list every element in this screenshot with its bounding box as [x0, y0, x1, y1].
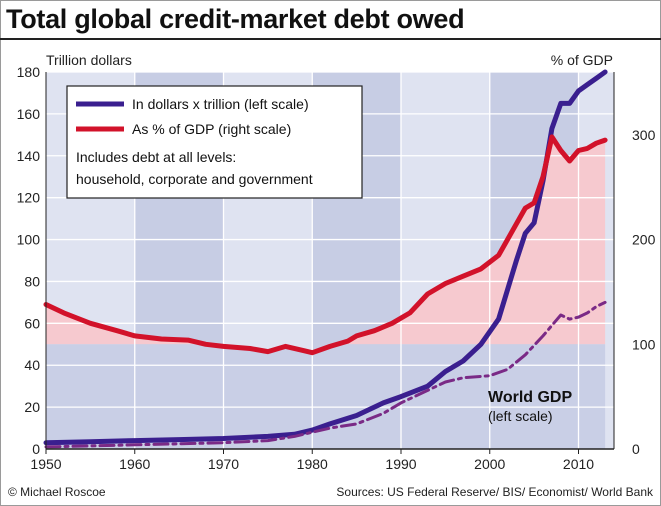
x-tick-label: 2000: [474, 456, 505, 472]
axes: [45, 72, 615, 454]
world-gdp-annotation-title: World GDP: [488, 389, 572, 406]
legend-note-line2: household, corporate and government: [76, 171, 313, 187]
legend-note-line1: Includes debt at all levels:: [76, 149, 236, 165]
legend-label-dollars: In dollars x trillion (left scale): [132, 96, 309, 112]
x-tick-label: 2010: [563, 456, 594, 472]
line-debt-percent-gdp: [43, 134, 608, 356]
title-rule: [0, 38, 661, 40]
legend-label-gdp-percent: As % of GDP (right scale): [132, 121, 291, 137]
y-left-tick-label: 160: [17, 106, 41, 122]
y-left-tick-label: 140: [17, 148, 41, 164]
x-tick-label: 1980: [297, 456, 328, 472]
legend-box: In dollars x trillion (left scale) As % …: [66, 85, 363, 199]
y-left-tick-label: 0: [32, 441, 40, 457]
y-axis-right-label: % of GDP: [551, 52, 613, 68]
chart-title: Total global credit-market debt owed: [6, 4, 465, 34]
y-left-tick-label: 100: [17, 232, 41, 248]
x-tick-label: 1970: [208, 456, 239, 472]
y-left-tick-label: 180: [17, 64, 41, 80]
y-left-tick-label: 120: [17, 190, 41, 206]
y-right-tick-label: 100: [632, 336, 656, 352]
x-tick-label: 1950: [30, 456, 61, 472]
y-axis-left-label: Trillion dollars: [46, 52, 132, 68]
y-left-tick-label: 80: [24, 273, 40, 289]
tick-labels: 1950 1960 1970 1980 1990 2000 2010020406080100…: [17, 64, 656, 472]
y-right-tick-label: 200: [632, 232, 656, 248]
x-tick-label: 1960: [119, 456, 150, 472]
credit-text: © Michael Roscoe: [8, 485, 106, 499]
y-left-tick-label: 40: [24, 357, 40, 373]
y-right-tick-label: 0: [632, 441, 640, 457]
y-right-tick-label: 300: [632, 127, 656, 143]
line-debt-dollars: [43, 69, 608, 446]
x-tick-label: 1990: [385, 456, 416, 472]
series-lines: [43, 69, 608, 449]
y-left-tick-label: 20: [24, 399, 40, 415]
debt-gdp-area-lower: [46, 344, 606, 449]
y-left-tick-label: 60: [24, 315, 40, 331]
world-gdp-annotation-subtitle: (left scale): [488, 408, 553, 424]
sources-text: Sources: US Federal Reserve/ BIS/ Econom…: [336, 485, 654, 499]
line-world-gdp: [44, 300, 607, 449]
